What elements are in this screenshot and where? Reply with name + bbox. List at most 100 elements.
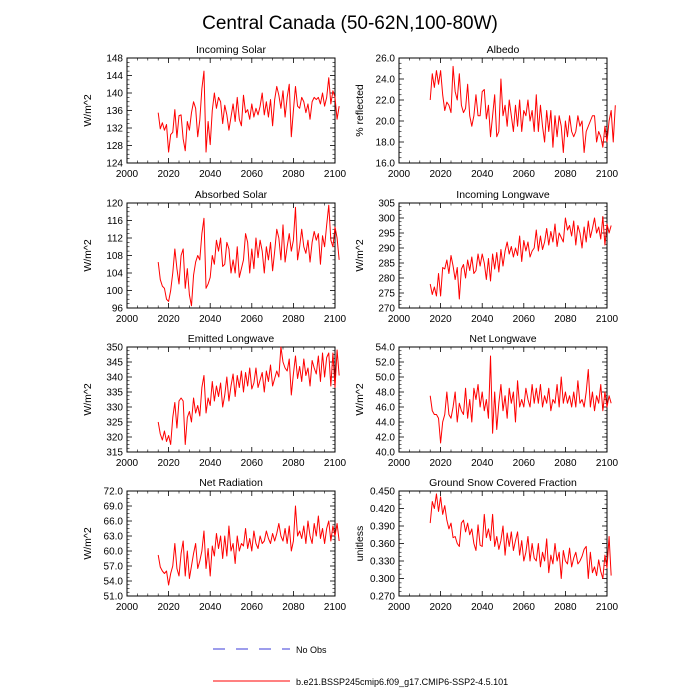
y-tick-label: 275 [378, 289, 395, 300]
x-tick-label: 2000 [388, 458, 411, 469]
y-tick-label: 48.0 [376, 388, 396, 399]
y-tick-label: 0.420 [370, 504, 395, 515]
y-tick-label: 69.0 [104, 502, 124, 513]
x-tick-label: 2100 [324, 314, 347, 325]
y-tick-label: 116 [107, 216, 123, 227]
y-tick-label: 40.0 [376, 448, 396, 459]
x-tick-label: 2100 [324, 458, 347, 469]
y-tick-label: 72.0 [104, 487, 124, 498]
x-tick-label: 2020 [429, 602, 452, 613]
x-tick-label: 2040 [199, 602, 222, 613]
y-tick-label: 285 [378, 259, 395, 270]
y-tick-label: 51.0 [104, 592, 124, 603]
x-tick-label: 2080 [554, 169, 577, 180]
y-tick-label: 0.330 [370, 557, 395, 568]
y-tick-label: 340 [106, 373, 123, 384]
panel-albedo: Albedo 16.0 18.0 20.0 22.0 24.0 26.0 2000 2020 20… [354, 44, 619, 180]
panel-title: Ground Snow Covered Fraction [429, 477, 577, 489]
y-tick-label: 54.0 [376, 343, 396, 354]
x-tick-label: 2020 [429, 169, 452, 180]
y-tick-label: 350 [106, 343, 123, 354]
y-axis-label: % reflected [354, 84, 366, 137]
x-tick-label: 2100 [596, 314, 619, 325]
plot-frame [398, 346, 608, 453]
y-axis-label: unitless [354, 526, 366, 562]
panel-incoming-longwave: Incoming Longwave 270 275 280 285 290 295 300 30… [354, 189, 619, 325]
x-tick-label: 2040 [471, 602, 494, 613]
x-tick-label: 2000 [116, 602, 139, 613]
y-tick-label: 128 [106, 141, 123, 152]
legend: No Obs b.e21.BSSP245cmip6.f09_g17.CMIP6-… [213, 645, 508, 687]
panel-title: Incoming Longwave [456, 189, 550, 201]
y-tick-label: 295 [378, 229, 395, 240]
series-line-emitted-longwave [157, 346, 340, 445]
series-line-incoming-solar [157, 70, 340, 153]
panel-title: Net Radiation [199, 477, 263, 489]
plot-frame [126, 202, 336, 309]
y-tick-label: 54.0 [104, 577, 124, 588]
y-tick-label: 18.0 [376, 138, 396, 149]
y-tick-label: 46.0 [376, 403, 396, 414]
panel-absorbed-solar: Absorbed Solar 96 100 104 108 112 116 120 2000 20… [82, 189, 347, 325]
y-tick-label: 144 [106, 71, 123, 82]
y-tick-label: 124 [106, 159, 123, 170]
x-tick-label: 2080 [282, 169, 305, 180]
y-tick-label: 0.360 [370, 539, 395, 550]
series-line-incoming-longwave [429, 216, 612, 300]
y-tick-label: 104 [106, 269, 123, 280]
x-tick-label: 2060 [241, 314, 264, 325]
y-tick-label: 57.0 [104, 562, 124, 573]
x-tick-label: 2020 [157, 314, 180, 325]
y-tick-label: 0.450 [370, 487, 395, 498]
y-tick-label: 100 [106, 286, 123, 297]
y-axis-label: W/m^2 [82, 527, 94, 560]
x-tick-label: 2040 [471, 169, 494, 180]
y-axis-label: W/m^2 [82, 383, 94, 416]
plot-frame [398, 202, 608, 309]
y-tick-label: 66.0 [104, 517, 124, 528]
x-tick-label: 2080 [282, 458, 305, 469]
y-tick-label: 120 [106, 199, 123, 210]
panel-incoming-solar: Incoming Solar 124 128 132 136 140 144 148 2000 2… [82, 44, 347, 180]
y-axis-label: W/m^2 [82, 239, 94, 272]
x-tick-label: 2020 [157, 602, 180, 613]
y-tick-label: 320 [106, 433, 123, 444]
legend-obs-label: No Obs [296, 645, 327, 655]
y-tick-label: 148 [106, 54, 123, 65]
y-tick-label: 112 [107, 234, 123, 245]
y-tick-label: 44.0 [376, 418, 396, 429]
x-tick-label: 2040 [471, 314, 494, 325]
x-tick-label: 2100 [324, 169, 347, 180]
x-tick-label: 2060 [241, 602, 264, 613]
y-tick-label: 60.0 [104, 547, 124, 558]
x-tick-label: 2060 [513, 314, 536, 325]
y-tick-label: 136 [106, 106, 123, 117]
x-tick-label: 2020 [157, 169, 180, 180]
y-tick-label: 270 [378, 304, 395, 315]
y-tick-label: 325 [106, 418, 123, 429]
panel-net-radiation: Net Radiation 51.0 54.0 57.0 60.0 63.0 66.0 69.… [82, 477, 347, 613]
y-tick-label: 52.0 [376, 358, 396, 369]
x-tick-label: 2060 [513, 602, 536, 613]
x-tick-label: 2080 [554, 602, 577, 613]
x-tick-label: 2040 [199, 314, 222, 325]
x-tick-label: 2080 [282, 314, 305, 325]
panel-title: Absorbed Solar [195, 189, 268, 201]
panel-emitted-longwave: Emitted Longwave 315 320 325 330 335 340 345 350… [82, 333, 347, 469]
x-tick-label: 2000 [388, 169, 411, 180]
y-tick-label: 132 [106, 124, 123, 135]
x-tick-label: 2000 [116, 314, 139, 325]
series-line-net-radiation [157, 505, 340, 586]
y-tick-label: 63.0 [104, 532, 124, 543]
x-tick-label: 2100 [596, 602, 619, 613]
x-tick-label: 2100 [596, 169, 619, 180]
y-tick-label: 300 [378, 214, 395, 225]
x-tick-label: 2020 [429, 314, 452, 325]
legend-run-label: b.e21.BSSP245cmip6.f09_g17.CMIP6-SSP2-4.… [296, 677, 508, 687]
x-tick-label: 2000 [388, 314, 411, 325]
panel-title: Emitted Longwave [188, 333, 275, 345]
x-tick-label: 2100 [596, 458, 619, 469]
panel-title: Albedo [487, 44, 520, 56]
plot-frame [126, 490, 336, 597]
